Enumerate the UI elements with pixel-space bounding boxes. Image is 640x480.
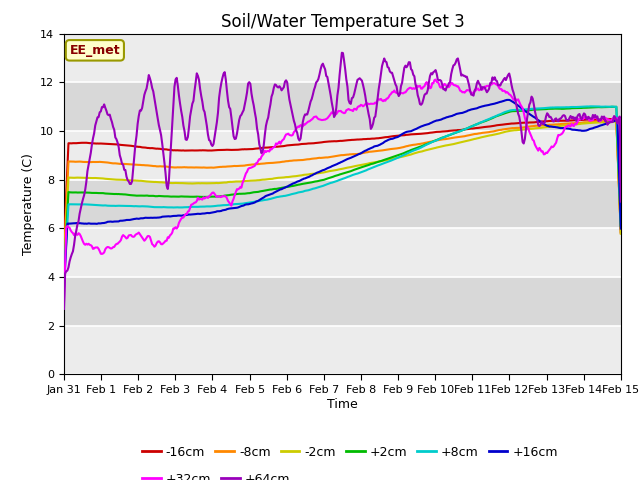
+32cm — [392, 89, 399, 95]
+64cm — [617, 199, 625, 204]
Y-axis label: Temperature (C): Temperature (C) — [22, 153, 35, 255]
+8cm — [60, 277, 68, 283]
+32cm — [432, 77, 440, 83]
+2cm — [516, 108, 524, 114]
+2cm — [362, 163, 369, 169]
-8cm — [60, 253, 68, 259]
Line: +16cm: +16cm — [64, 100, 621, 288]
-8cm — [617, 230, 625, 236]
+8cm — [328, 180, 335, 186]
+16cm — [506, 97, 513, 103]
-8cm — [324, 155, 332, 160]
-16cm — [392, 133, 399, 139]
+32cm — [518, 104, 525, 109]
+16cm — [362, 148, 369, 154]
+64cm — [60, 306, 68, 312]
Bar — [64, 34, 621, 82]
Bar — [64, 277, 621, 326]
+8cm — [589, 103, 596, 109]
+32cm — [60, 299, 68, 304]
+8cm — [605, 104, 612, 109]
+16cm — [328, 163, 335, 169]
Bar — [64, 82, 621, 131]
+8cm — [516, 107, 524, 112]
+2cm — [328, 174, 335, 180]
-2cm — [617, 231, 625, 237]
Line: +32cm: +32cm — [64, 80, 621, 301]
Bar — [64, 326, 621, 374]
Line: +8cm: +8cm — [64, 106, 621, 280]
-16cm — [324, 139, 332, 144]
-2cm — [516, 127, 524, 132]
+32cm — [605, 117, 612, 122]
-2cm — [328, 168, 335, 174]
+8cm — [362, 168, 369, 174]
+32cm — [362, 101, 369, 107]
+32cm — [328, 109, 335, 115]
Text: EE_met: EE_met — [70, 44, 120, 57]
Line: -8cm: -8cm — [64, 120, 621, 256]
-16cm — [362, 136, 369, 142]
-8cm — [516, 125, 524, 131]
+2cm — [604, 104, 611, 110]
-8cm — [362, 150, 369, 156]
Bar — [64, 228, 621, 277]
-2cm — [612, 119, 620, 124]
+64cm — [338, 50, 346, 56]
+64cm — [362, 100, 370, 106]
-2cm — [604, 119, 611, 125]
+2cm — [617, 223, 625, 228]
-16cm — [605, 116, 612, 122]
-8cm — [612, 118, 620, 123]
-16cm — [328, 138, 335, 144]
+8cm — [324, 181, 332, 187]
-8cm — [392, 145, 399, 151]
+16cm — [60, 286, 68, 291]
+64cm — [324, 80, 332, 85]
+32cm — [324, 114, 332, 120]
-16cm — [60, 243, 68, 249]
-2cm — [324, 168, 332, 174]
+2cm — [324, 175, 332, 181]
+16cm — [617, 226, 625, 231]
-16cm — [516, 120, 524, 126]
+2cm — [60, 270, 68, 276]
+64cm — [605, 120, 612, 126]
+64cm — [518, 129, 525, 135]
Bar — [64, 131, 621, 180]
+8cm — [617, 223, 625, 228]
-8cm — [604, 118, 611, 124]
Line: -2cm: -2cm — [64, 121, 621, 265]
Title: Soil/Water Temperature Set 3: Soil/Water Temperature Set 3 — [221, 12, 464, 31]
-8cm — [328, 154, 335, 160]
+16cm — [324, 165, 332, 171]
-16cm — [617, 229, 625, 235]
Line: +64cm: +64cm — [64, 53, 621, 309]
-2cm — [60, 262, 68, 268]
Bar — [64, 180, 621, 228]
+64cm — [328, 100, 335, 106]
Legend: +32cm, +64cm: +32cm, +64cm — [137, 468, 296, 480]
+16cm — [605, 120, 612, 126]
+16cm — [518, 105, 525, 111]
Line: +2cm: +2cm — [64, 107, 621, 273]
X-axis label: Time: Time — [327, 397, 358, 410]
+32cm — [617, 179, 625, 185]
+16cm — [392, 135, 399, 141]
+2cm — [612, 104, 620, 109]
+2cm — [392, 153, 399, 159]
-2cm — [362, 161, 369, 167]
-16cm — [604, 116, 611, 122]
-2cm — [392, 156, 399, 161]
+8cm — [392, 156, 399, 162]
+64cm — [393, 84, 401, 89]
Line: -16cm: -16cm — [64, 119, 621, 246]
